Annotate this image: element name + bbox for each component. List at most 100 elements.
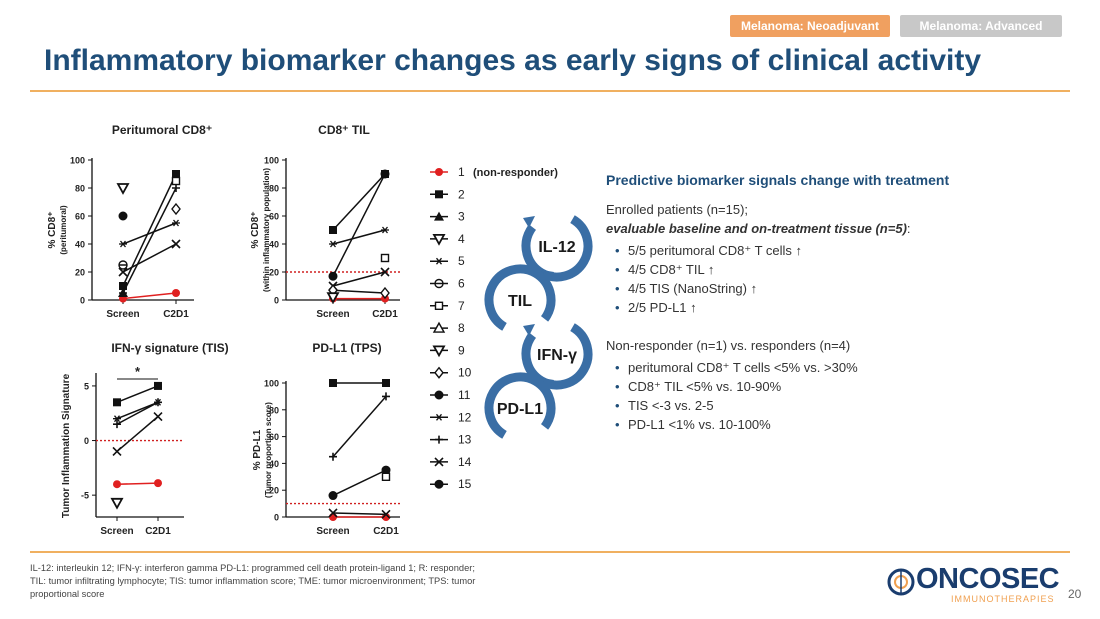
legend-label: 11 bbox=[458, 388, 471, 402]
legend-marker bbox=[435, 168, 443, 176]
data-point bbox=[118, 211, 128, 221]
y-tick-label: 0 bbox=[274, 513, 279, 523]
legend-marker bbox=[434, 366, 444, 379]
series-line bbox=[116, 385, 159, 404]
y-axis-label: (peritumoral) bbox=[59, 205, 68, 255]
data-point bbox=[119, 282, 127, 290]
data-point bbox=[381, 509, 391, 519]
y-tick-label: 60 bbox=[269, 432, 279, 442]
y-tick-label: 60 bbox=[75, 212, 85, 222]
legend-marker bbox=[435, 257, 443, 265]
legend-marker bbox=[435, 435, 443, 444]
x-tick-label: C2D1 bbox=[372, 309, 398, 320]
data-point bbox=[113, 420, 121, 429]
bullet-item: peritumoral CD8⁺ T cells <5% vs. >30% bbox=[615, 358, 1066, 377]
legend-label: 6 bbox=[458, 277, 465, 291]
cycle-arrow bbox=[484, 264, 556, 336]
legend-label: 2 bbox=[458, 187, 465, 201]
data-point bbox=[154, 479, 162, 488]
series-line bbox=[116, 401, 159, 420]
x-tick-label: Screen bbox=[106, 309, 139, 320]
y-tick-label: 60 bbox=[269, 212, 279, 222]
chart-title: IFN-γ signature (TIS) bbox=[111, 341, 228, 355]
y-tick-label: 100 bbox=[264, 379, 279, 389]
legend-marker bbox=[434, 278, 444, 289]
legend-marker bbox=[434, 457, 444, 467]
legend-label: 9 bbox=[458, 343, 465, 357]
x-tick-label: Screen bbox=[100, 526, 133, 537]
data-point bbox=[380, 267, 390, 277]
data-point bbox=[329, 226, 337, 234]
legend-label: 4 bbox=[458, 232, 465, 246]
legend-marker bbox=[434, 301, 444, 310]
y-axis-label: % CD8⁺ bbox=[250, 212, 261, 249]
series-line bbox=[332, 173, 386, 277]
cycle-step-label: PD-L1 bbox=[497, 401, 543, 418]
logo-text: ONCOSEC bbox=[916, 563, 1060, 595]
tab-melanoma-neoadjuvant[interactable]: Melanoma: Neoadjuvant bbox=[730, 15, 890, 37]
data-point bbox=[382, 379, 390, 387]
cycle-diagram: IL-12 TIL IFN-γ PD-L1 bbox=[484, 210, 593, 444]
data-point bbox=[380, 253, 390, 263]
y-axis-label: % PD-L1 bbox=[252, 429, 263, 470]
bullet-item: 4/5 CD8⁺ TIL ↑ bbox=[615, 260, 1066, 279]
series-line bbox=[116, 482, 159, 485]
data-point bbox=[328, 491, 338, 501]
y-tick-label: 40 bbox=[269, 240, 279, 250]
y-tick-label: 80 bbox=[269, 405, 279, 415]
y-tick-label: 80 bbox=[269, 184, 279, 194]
title-divider bbox=[30, 90, 1070, 92]
legend-label: 1 bbox=[458, 165, 465, 179]
data-point bbox=[154, 398, 162, 407]
legend-marker bbox=[434, 390, 444, 400]
x-tick-label: C2D1 bbox=[163, 309, 189, 320]
footnote: IL-12: interleukin 12; IFN-γ: interferon… bbox=[30, 563, 476, 599]
data-point bbox=[118, 260, 128, 270]
evaluable-text: evaluable baseline and on-treatment tiss… bbox=[606, 221, 907, 236]
logo-mark-icon bbox=[887, 568, 915, 596]
tab-melanoma-advanced[interactable]: Melanoma: Advanced bbox=[900, 15, 1062, 37]
company-logo: ONCOSEC IMMUNOTHERAPIES bbox=[886, 563, 1066, 608]
data-point bbox=[171, 202, 181, 216]
evaluable-suffix: : bbox=[906, 221, 911, 236]
legend-label: 15 bbox=[458, 477, 472, 491]
legend-label: 8 bbox=[458, 321, 465, 335]
series-line bbox=[122, 292, 177, 300]
data-point bbox=[328, 508, 338, 518]
legend-label: 3 bbox=[458, 210, 465, 224]
data-point bbox=[172, 219, 180, 227]
summary-heading: Predictive biomarker signals change with… bbox=[606, 172, 950, 188]
data-point bbox=[382, 392, 390, 401]
x-tick-label: C2D1 bbox=[145, 526, 171, 537]
series-line bbox=[122, 187, 177, 294]
data-point bbox=[118, 267, 128, 277]
legend-marker bbox=[432, 234, 446, 246]
data-point bbox=[329, 379, 337, 387]
data-point bbox=[329, 513, 337, 521]
data-point bbox=[172, 170, 180, 178]
chart-til: CD8⁺ TIL % CD8⁺ (within inflammatory popul… bbox=[250, 123, 400, 320]
chart-title: Peritumoral CD8⁺ bbox=[112, 123, 212, 137]
data-point bbox=[118, 288, 128, 297]
data-point bbox=[110, 497, 124, 510]
logo-subtitle: IMMUNOTHERAPIES bbox=[951, 594, 1055, 604]
legend-marker bbox=[435, 413, 443, 421]
data-point bbox=[326, 292, 340, 305]
y-tick-label: 0 bbox=[80, 296, 85, 306]
legend-label: 14 bbox=[458, 455, 472, 469]
data-point bbox=[113, 480, 121, 489]
footer-divider bbox=[30, 551, 1070, 553]
y-axis-label: (within inflammatory population) bbox=[262, 168, 271, 292]
bullet-item: 5/5 peritumoral CD8⁺ T cells ↑ bbox=[615, 241, 1066, 260]
y-tick-label: 20 bbox=[269, 486, 279, 496]
legend-marker bbox=[434, 211, 444, 221]
data-point bbox=[153, 411, 163, 422]
cycle-arrowhead-icon bbox=[523, 324, 535, 336]
series-line bbox=[332, 229, 386, 245]
y-tick-label: 20 bbox=[75, 268, 85, 278]
series-line bbox=[332, 395, 387, 458]
y-axis-label: Tumor Inflammation Signature bbox=[61, 373, 72, 518]
data-point bbox=[116, 183, 130, 195]
legend-label: 13 bbox=[458, 433, 472, 447]
